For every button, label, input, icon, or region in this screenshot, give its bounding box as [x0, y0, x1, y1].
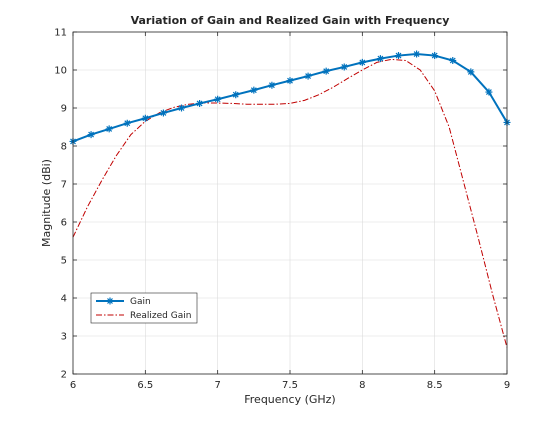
y-tick-label: 4 [61, 294, 67, 305]
gain-point-marker [178, 104, 185, 112]
y-tick-label: 6 [61, 218, 67, 229]
legend: Gain Realized Gain [90, 292, 198, 324]
gain-point-marker [250, 86, 258, 94]
legend-label-gain: Gain [130, 297, 151, 307]
x-tick-label: 6 [70, 380, 76, 391]
legend-label-realized-gain: Realized Gain [130, 311, 191, 321]
x-tick-label: 8 [359, 380, 365, 391]
tick-layer: 6 6.5 7 7.5 8 8.5 9 2 3 4 5 6 7 8 9 10 11 [54, 28, 510, 392]
y-tick-label: 11 [54, 28, 67, 39]
y-tick-label: 2 [61, 370, 67, 381]
gain-point-marker [304, 72, 312, 80]
gain-point-marker [123, 119, 131, 127]
x-tick-label: 8.5 [427, 380, 443, 391]
gain-point-marker [358, 58, 366, 66]
y-tick-label: 8 [61, 142, 67, 153]
chart-title: Variation of Gain and Realized Gain with… [131, 14, 450, 27]
gain-point-marker [159, 109, 167, 117]
gain-point-marker [340, 63, 348, 71]
y-axis-label: Magnitude (dBi) [40, 159, 53, 247]
x-tick-label: 6.5 [137, 380, 153, 391]
legend-marker-gain [106, 297, 114, 305]
y-tick-label: 7 [61, 180, 67, 191]
gain-point-marker [196, 99, 204, 107]
x-tick-label: 7.5 [282, 380, 298, 391]
series-layer [69, 50, 511, 348]
y-tick-label: 5 [61, 256, 67, 267]
gain-point-marker [431, 52, 439, 60]
gain-point-marker [214, 95, 222, 103]
legend-box [90, 292, 198, 324]
gain-point-marker [322, 67, 330, 75]
gain-point-marker [141, 114, 149, 122]
y-tick-label: 10 [54, 66, 67, 77]
gain-point-marker [449, 57, 457, 64]
x-tick-label: 7 [214, 380, 220, 391]
gain-point-marker [286, 77, 294, 85]
gain-point-marker [268, 81, 276, 89]
gain-point-marker [467, 68, 475, 76]
gain-point-marker [376, 55, 384, 63]
x-tick-label: 9 [504, 380, 510, 391]
gain-point-marker [87, 131, 95, 139]
y-tick-label: 9 [61, 104, 67, 115]
gain-point-marker [395, 52, 402, 60]
gain-point-marker [413, 50, 421, 58]
y-tick-label: 3 [61, 332, 67, 343]
x-axis-label: Frequency (GHz) [244, 393, 335, 406]
gain-point-marker [485, 88, 493, 96]
gain-point-marker [232, 91, 240, 99]
gain-point-marker [105, 125, 113, 133]
